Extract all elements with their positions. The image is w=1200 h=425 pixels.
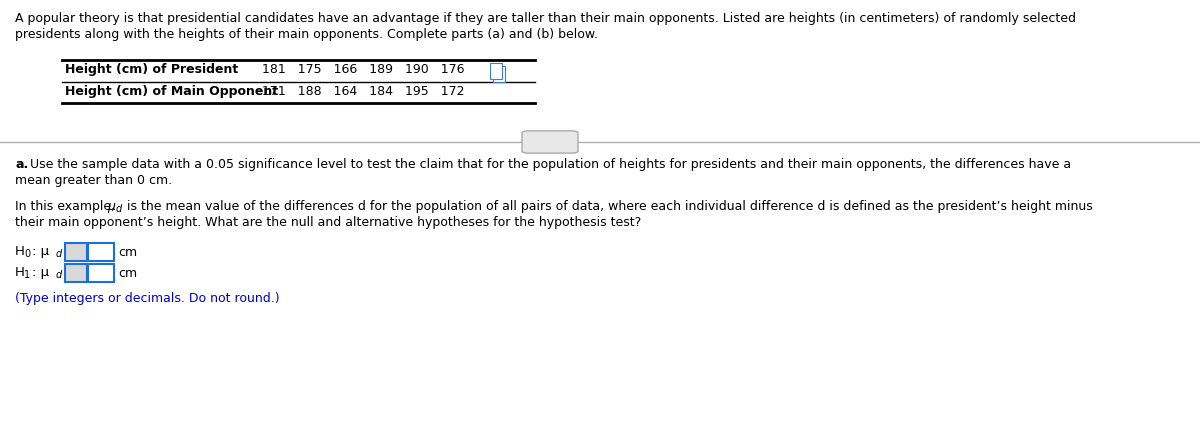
Text: μ: μ <box>107 200 115 213</box>
Text: 171   188   164   184   195   172: 171 188 164 184 195 172 <box>262 85 464 98</box>
Text: a.: a. <box>14 158 29 171</box>
Text: d: d <box>116 204 122 214</box>
Text: 1: 1 <box>24 270 30 280</box>
Text: d: d <box>56 249 62 259</box>
Text: 181   175   166   189   190   176: 181 175 166 189 190 176 <box>262 63 464 76</box>
Text: 0: 0 <box>24 249 30 259</box>
Text: Height (cm) of President: Height (cm) of President <box>65 63 239 76</box>
Text: H: H <box>14 245 25 258</box>
Text: : μ: : μ <box>32 245 49 258</box>
Text: ▼: ▼ <box>73 272 79 281</box>
Text: ▼: ▼ <box>73 251 79 260</box>
Text: Height (cm) of Main Opponent: Height (cm) of Main Opponent <box>65 85 278 98</box>
Text: d: d <box>56 270 62 280</box>
Text: is the mean value of the differences d for the population of all pairs of data, : is the mean value of the differences d f… <box>122 200 1093 213</box>
Text: mean greater than 0 cm.: mean greater than 0 cm. <box>14 174 172 187</box>
Text: : μ: : μ <box>32 266 49 279</box>
Text: Use the sample data with a 0.05 significance level to test the claim that for th: Use the sample data with a 0.05 signific… <box>30 158 1072 171</box>
Text: their main opponent’s height. What are the null and alternative hypotheses for t: their main opponent’s height. What are t… <box>14 216 641 229</box>
Text: In this example,: In this example, <box>14 200 119 213</box>
Text: cm: cm <box>118 246 137 259</box>
Text: (Type integers or decimals. Do not round.): (Type integers or decimals. Do not round… <box>14 292 280 305</box>
Text: cm: cm <box>118 267 137 280</box>
Text: A popular theory is that presidential candidates have an advantage if they are t: A popular theory is that presidential ca… <box>14 12 1076 25</box>
Text: presidents along with the heights of their main opponents. Complete parts (a) an: presidents along with the heights of the… <box>14 28 598 41</box>
Text: H: H <box>14 266 25 279</box>
Text: ...: ... <box>545 138 556 148</box>
